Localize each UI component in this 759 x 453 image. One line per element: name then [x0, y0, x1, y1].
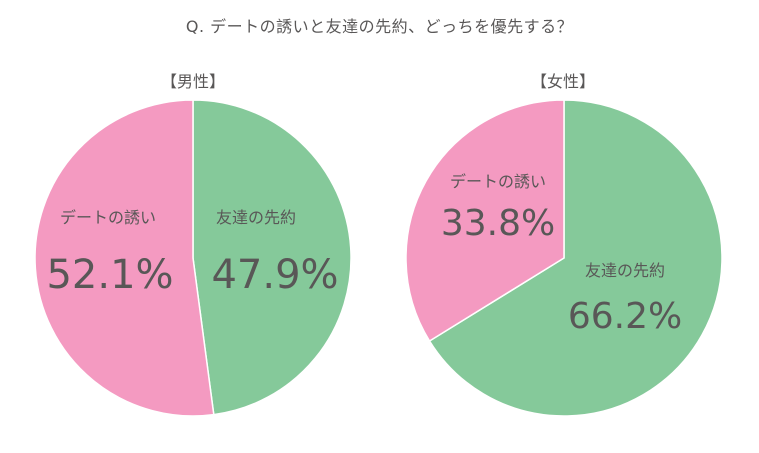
slice-label-male-date: デートの誘い	[60, 208, 156, 227]
slice-value-female-friend: 66.2%	[568, 296, 682, 337]
pie-title-male: 【男性】	[161, 72, 225, 91]
pie-slices-female	[405, 99, 723, 417]
slice-label-female-friend: 友達の先約	[585, 261, 665, 280]
pie-chart-female: 【女性】 友達の先約 66.2% デートの誘い 33.8%	[405, 72, 723, 417]
chart-title: Q. デートの誘いと友達の先約、どっちを優先する？	[185, 17, 574, 36]
slice-value-male-friend: 47.9%	[211, 252, 338, 298]
pie-slice-male-friend-plan	[192, 99, 352, 416]
slice-value-male-date: 52.1%	[46, 252, 173, 298]
slice-label-male-friend: 友達の先約	[216, 208, 296, 227]
pie-slice-male-date-invite	[34, 99, 215, 417]
slice-value-female-date: 33.8%	[441, 203, 555, 244]
pie-slice-female-date-invite	[405, 99, 565, 343]
pie-slice-female-friend-plan	[428, 99, 723, 417]
pie-title-female: 【女性】	[531, 72, 595, 91]
pie-chart-male: 【男性】 友達の先約 47.9% デートの誘い 52.1%	[34, 72, 352, 417]
pie-slices-male	[34, 99, 352, 417]
slice-label-female-date: デートの誘い	[450, 172, 546, 191]
